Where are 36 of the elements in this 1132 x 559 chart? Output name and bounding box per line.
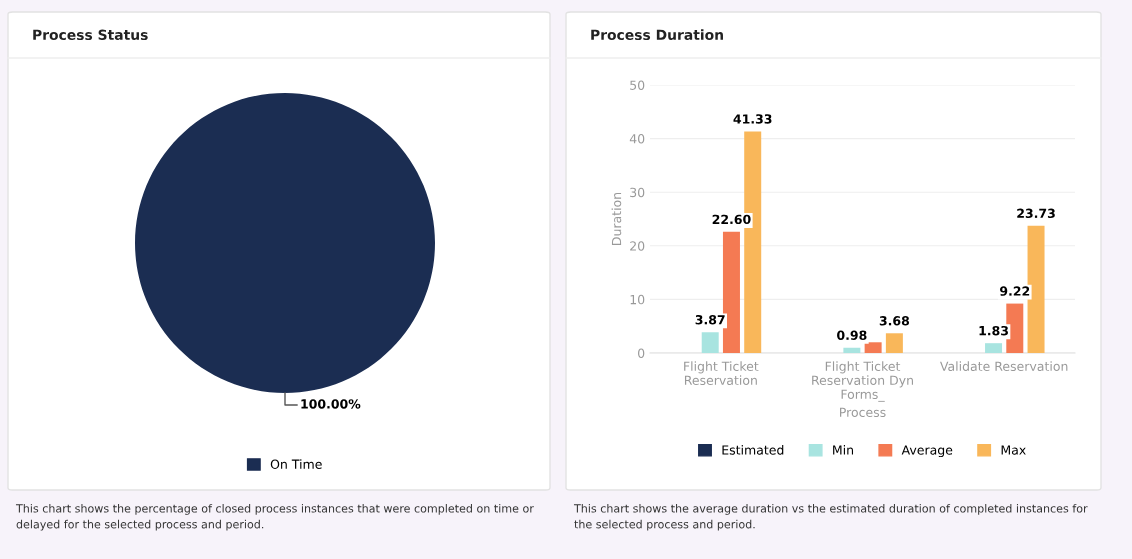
x-tick-label: Validate Reservation bbox=[940, 361, 1068, 372]
bar bbox=[864, 342, 882, 353]
bar bbox=[701, 332, 719, 353]
text: This chart shows the percentage of closed process instances that were completed on time or delayed for the selected process and period. bbox=[15, 504, 534, 531]
x-axis-title: Process bbox=[840, 407, 886, 417]
data-label: 3.87 bbox=[695, 315, 725, 325]
y-tick-label: 50 bbox=[630, 80, 645, 90]
bar bbox=[1006, 303, 1024, 353]
bar bbox=[843, 347, 861, 353]
legend-label: On Time bbox=[270, 459, 322, 469]
y-tick-label: 20 bbox=[630, 241, 645, 251]
chart-title: Process Duration bbox=[591, 29, 723, 41]
legend-label: Estimated bbox=[722, 445, 784, 455]
legend-label: Min bbox=[833, 445, 854, 455]
bar bbox=[885, 333, 903, 353]
data-label: 3.68 bbox=[879, 316, 910, 326]
y-tick-label: 30 bbox=[630, 187, 645, 198]
y-tick-label: 0 bbox=[638, 348, 645, 358]
x-tick-label: Flight Ticket Reservation bbox=[684, 361, 759, 386]
legend-label: Average bbox=[901, 445, 953, 458]
data-label: 9.22 bbox=[1000, 286, 1030, 296]
text: This chart shows the average duration vs the estimated duration of completed instances for the selected process and period. bbox=[573, 504, 1088, 531]
y-tick-label: 10 bbox=[630, 294, 645, 305]
chart-title: Process Status bbox=[33, 29, 148, 41]
bar bbox=[1027, 225, 1045, 353]
data-label: 22.60 bbox=[712, 214, 751, 225]
y-tick-label: 40 bbox=[629, 134, 645, 144]
data-label: 1.83 bbox=[979, 325, 1008, 336]
x-tick-label: Flight Ticket Reservation Dyn Forms_ bbox=[812, 361, 913, 402]
data-label: 100.00% bbox=[301, 399, 361, 409]
data-label: 23.73 bbox=[1017, 208, 1055, 219]
data-label: 0.98 bbox=[837, 330, 867, 340]
legend-label: Max bbox=[1001, 445, 1026, 455]
bar bbox=[985, 343, 1003, 353]
y-axis-title: Duration bbox=[611, 192, 622, 245]
data-label: 41.33 bbox=[733, 114, 772, 124]
